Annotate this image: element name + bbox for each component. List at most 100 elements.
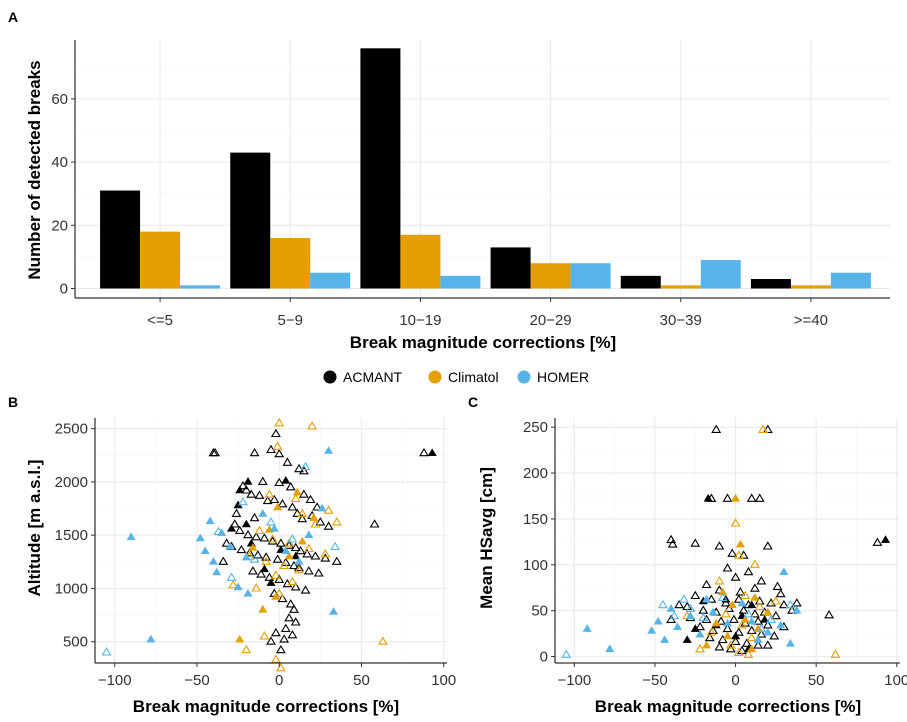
point-acmant-open [775, 588, 786, 598]
point-climatol-open [290, 493, 301, 503]
point-homer-filled [328, 607, 339, 615]
point-acmant-open [287, 502, 298, 511]
point-acmant-open [272, 554, 283, 563]
panel-b-x-tick-label: 50 [353, 672, 370, 689]
point-acmant-open [252, 550, 263, 559]
legend-key-acmant [323, 370, 337, 384]
point-acmant-open [302, 549, 313, 558]
point-homer-filled [126, 532, 136, 541]
panel-c-y-tick-label: 50 [531, 603, 548, 620]
point-homer-open [658, 599, 668, 609]
point-homer-open [698, 612, 709, 622]
point-acmant-filled [226, 524, 237, 532]
point-acmant-open [749, 609, 760, 618]
point-acmant-filled [731, 631, 741, 640]
point-acmant-open [772, 581, 783, 590]
bar-acmant-40 [750, 279, 791, 289]
point-homer-filled [195, 533, 205, 542]
bar-climatol-20-29 [530, 263, 571, 289]
panel-c-tick-labels: −100 −50 0 50 100 0 50 100 150 200 250 [523, 419, 907, 689]
point-homer-filled [582, 624, 592, 632]
panel-a-y-tick-label: 20 [51, 217, 68, 234]
point-climatol-filled [731, 493, 741, 502]
point-acmant-open [238, 480, 248, 490]
point-climatol-filled [235, 634, 245, 643]
panel-a-y-tick-label: 0 [60, 281, 68, 298]
point-homer-filled [217, 528, 227, 536]
point-homer-filled [324, 446, 334, 454]
point-climatol-open [740, 590, 751, 600]
point-homer-open [287, 534, 298, 543]
point-climatol-open [725, 640, 736, 649]
point-acmant-open [249, 512, 260, 522]
panel-c-x-tick-label: −50 [642, 672, 667, 689]
point-acmant-open [284, 540, 295, 549]
point-climatol-filled [750, 593, 760, 601]
point-homer-filled [605, 644, 615, 653]
bar-acmant-10-19 [360, 48, 401, 289]
point-acmant-open [690, 590, 701, 600]
point-homer-open [330, 541, 341, 550]
point-climatol-open [274, 588, 285, 597]
point-acmant-open [770, 610, 781, 620]
panel-c-y-tick-label: 100 [523, 557, 548, 574]
point-acmant-open [289, 560, 299, 570]
point-acmant-filled [259, 564, 269, 573]
point-acmant-open [667, 539, 678, 548]
point-acmant-open [279, 634, 290, 643]
bar-acmant-30-39 [620, 275, 661, 289]
point-acmant-open [824, 610, 835, 619]
point-acmant-open [229, 519, 240, 528]
panel-b-x-tick-label: 100 [431, 672, 456, 689]
panel-b-tag: B [8, 394, 18, 410]
bar-homer-30-39 [700, 260, 741, 289]
point-acmant-open [274, 477, 285, 487]
point-climatol-filled [740, 615, 750, 623]
point-acmant-filled [682, 635, 692, 643]
point-acmant-open [285, 599, 296, 608]
point-acmant-open [257, 476, 268, 485]
panel-b-y-tick-label: 2000 [55, 474, 88, 491]
point-climatol-filled [284, 551, 294, 560]
panel-b-y-axis-title: Altitude [m a.s.l.] [25, 460, 44, 597]
point-acmant-open [249, 447, 260, 457]
point-acmant-open [762, 640, 773, 649]
panel-a-x-tick-label: 30−39 [660, 312, 702, 329]
point-acmant-filled [690, 624, 700, 632]
point-acmant-filled [747, 600, 757, 609]
point-climatol-filled [718, 587, 728, 596]
point-acmant-open [706, 594, 717, 603]
point-climatol-open [254, 525, 265, 534]
point-climatol-filled [271, 592, 281, 600]
point-acmant-open [310, 551, 321, 560]
panel-a: A 0 20 40 60 <=5 5−9 10−19 20−29 30−39 >=40 Break… [8, 9, 890, 352]
point-homer-open [766, 614, 776, 623]
point-acmant-open [280, 623, 291, 632]
point-acmant-open [305, 494, 316, 504]
panel-c-x-tick-label: 50 [808, 672, 825, 689]
legend-label-homer: HOMER [537, 369, 589, 385]
point-acmant-open [289, 604, 299, 613]
point-acmant-open [730, 636, 741, 645]
point-climatol-filled [248, 543, 258, 551]
point-acmant-open [369, 519, 380, 528]
point-climatol-open [323, 505, 334, 514]
point-acmant-open [741, 638, 752, 647]
point-acmant-open [298, 489, 309, 498]
point-climatol-open [733, 647, 744, 656]
point-acmant-open [259, 533, 270, 542]
point-climatol-open [241, 644, 252, 654]
point-climatol-open [303, 543, 314, 553]
point-acmant-open [714, 642, 725, 651]
bar-homer-5-9 [310, 272, 351, 289]
point-climatol-open [264, 489, 275, 498]
point-climatol-open [743, 649, 754, 658]
point-climatol-open [830, 649, 841, 658]
point-acmant-open [714, 585, 725, 594]
point-acmant-open [266, 636, 276, 645]
panel-a-x-axis-title: Break magnitude corrections [%] [350, 333, 616, 352]
bar-climatol-30-39 [660, 285, 701, 289]
legend-key-climatol [428, 370, 442, 384]
point-climatol-open [275, 663, 286, 672]
